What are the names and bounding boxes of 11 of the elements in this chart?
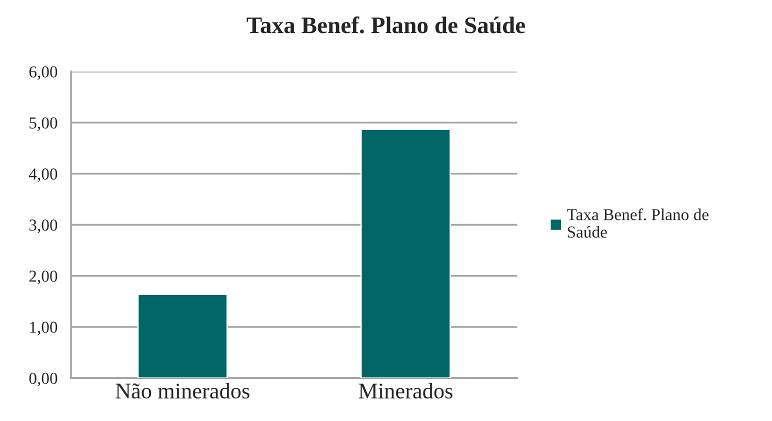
y-tick-label: 6,00 bbox=[29, 66, 58, 80]
y-tick-label: 1,00 bbox=[30, 322, 58, 336]
y-tick-label: 4,00 bbox=[28, 168, 58, 182]
y-tick-label: 3,00 bbox=[29, 220, 58, 234]
legend-label: Taxa Benef. Plano de Saúde bbox=[567, 208, 708, 238]
y-tick-label: 0,00 bbox=[29, 372, 58, 386]
x-tick-label: Não minerados bbox=[116, 382, 250, 399]
chart-title: Taxa Benef. Plano de Saúde bbox=[246, 16, 526, 34]
x-tick-label: Minerados bbox=[358, 382, 452, 399]
y-tick-label: 2,00 bbox=[29, 270, 58, 284]
y-tick-label: 5,00 bbox=[30, 117, 58, 131]
